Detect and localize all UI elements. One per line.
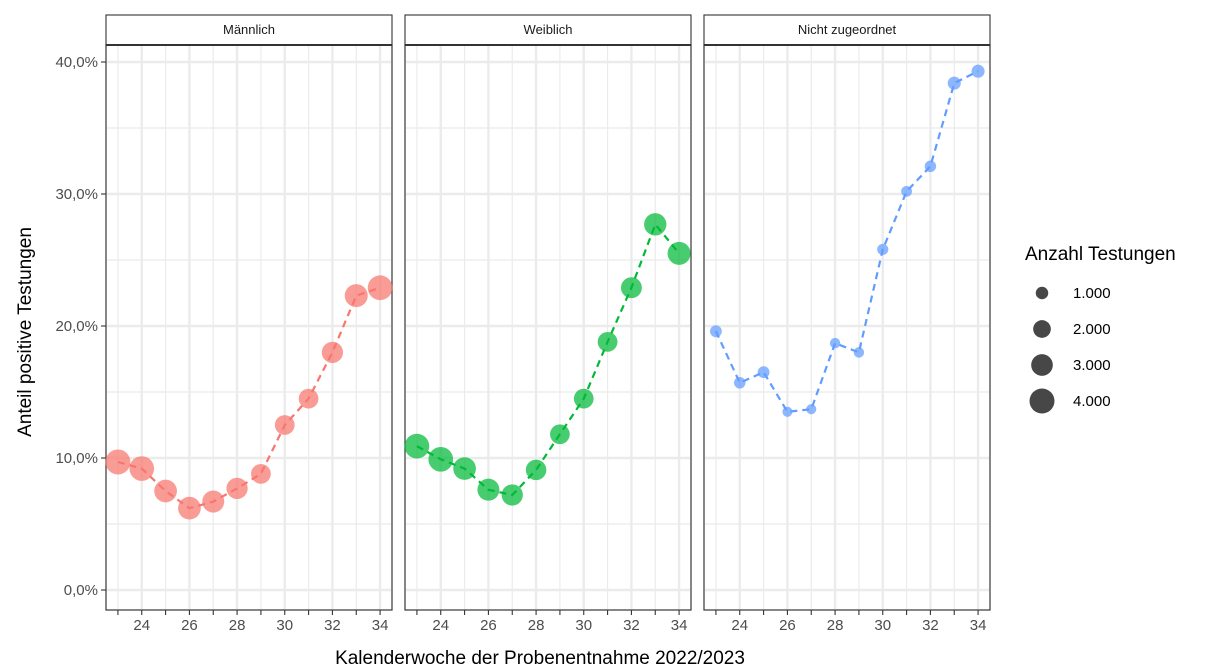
panel-nicht-zugeordnet: Nicht zugeordnet 24 26 28 30 32 34 — [703, 14, 991, 634]
x-tick-label: 24 — [432, 617, 449, 634]
data-point-nicht-zugeordnet — [853, 347, 865, 358]
data-point-weiblich — [525, 459, 547, 481]
data-point-weiblich — [667, 241, 691, 265]
data-point-maennlich — [154, 479, 177, 503]
data-point-maennlich — [251, 463, 271, 484]
x-tick-label: 30 — [874, 617, 891, 634]
data-point-maennlich — [274, 415, 295, 435]
data-point-maennlich — [344, 284, 368, 308]
x-tick-label: 34 — [671, 617, 688, 634]
y-axis-title: Anteil positive Testungen — [15, 227, 36, 437]
data-point-nicht-zugeordnet — [806, 404, 817, 415]
legend: Anzahl Testungen 1.000 2.000 3.000 4.000 — [1025, 244, 1176, 414]
data-point-nicht-zugeordnet — [924, 160, 937, 173]
data-point-weiblich — [453, 457, 476, 480]
x-tick-label: 28 — [827, 617, 844, 634]
x-tick-label: 28 — [528, 617, 545, 634]
data-point-nicht-zugeordnet — [733, 376, 746, 389]
data-point-maennlich — [202, 490, 225, 513]
data-point-maennlich — [105, 449, 131, 475]
data-point-maennlich — [367, 275, 393, 301]
strip-label-weiblich: Weiblich — [524, 22, 573, 37]
x-tick-label: 30 — [276, 617, 293, 634]
x-tick-label: 24 — [731, 617, 748, 634]
data-point-maennlich — [226, 477, 248, 500]
data-point-maennlich — [298, 388, 319, 409]
panel-background — [404, 44, 692, 611]
legend-label: 4.000 — [1073, 393, 1111, 410]
y-tick-label: 30,0% — [55, 186, 98, 203]
legend-key — [1035, 286, 1049, 300]
data-point-weiblich — [428, 446, 454, 472]
data-point-nicht-zugeordnet — [757, 366, 770, 379]
x-tick-label: 26 — [480, 617, 497, 634]
data-point-weiblich — [501, 484, 523, 506]
data-point-nicht-zugeordnet — [709, 325, 722, 338]
x-tick-label: 34 — [372, 617, 389, 634]
data-point-maennlich — [129, 456, 155, 481]
y-tick-label: 10,0% — [55, 450, 98, 467]
data-point-nicht-zugeordnet — [782, 406, 793, 417]
x-tick-label: 34 — [970, 617, 987, 634]
legend-title: Anzahl Testungen — [1025, 244, 1176, 265]
data-point-nicht-zugeordnet — [901, 185, 912, 197]
data-point-maennlich — [178, 496, 201, 520]
data-point-weiblich — [550, 424, 570, 445]
strip-label-nicht-zugeordnet: Nicht zugeordnet — [798, 22, 897, 37]
legend-label: 3.000 — [1073, 357, 1111, 374]
x-tick-label: 28 — [229, 617, 246, 634]
strip-maennlich — [105, 14, 393, 46]
x-tick-label: 26 — [181, 617, 198, 634]
panel-background — [105, 44, 393, 611]
panel-maennlich: Männlich 24 26 28 30 32 34 — [105, 14, 393, 634]
x-tick-label: 32 — [922, 617, 939, 634]
data-point-weiblich — [404, 433, 430, 459]
data-point-nicht-zugeordnet — [971, 64, 985, 78]
strip-label-maennlich: Männlich — [223, 22, 275, 37]
x-tick-label: 32 — [324, 617, 341, 634]
data-point-weiblich — [597, 331, 618, 352]
legend-key — [1029, 388, 1055, 414]
legend-key — [1031, 354, 1053, 376]
data-point-weiblich — [644, 213, 667, 236]
y-tick-label: 20,0% — [55, 318, 98, 335]
x-tick-label: 24 — [133, 617, 150, 634]
x-tick-label: 30 — [575, 617, 592, 634]
legend-key — [1033, 320, 1051, 338]
data-point-nicht-zugeordnet — [877, 243, 889, 256]
panels-layer: Männlich 24 26 28 30 32 34 Weiblich 24 26 28 30 32 34… — [105, 14, 991, 634]
x-tick-label: 32 — [623, 617, 640, 634]
x-axis-title: Kalenderwoche der Probenentnahme 2022/20… — [335, 648, 745, 669]
y-tick-label: 40,0% — [55, 54, 98, 71]
data-point-nicht-zugeordnet — [829, 337, 841, 349]
data-point-maennlich — [321, 341, 344, 364]
data-point-weiblich — [477, 478, 500, 501]
data-point-weiblich — [573, 388, 594, 409]
data-point-nicht-zugeordnet — [947, 76, 961, 90]
legend-label: 1.000 — [1073, 285, 1111, 302]
x-tick-label: 26 — [779, 617, 796, 634]
y-axis: 0,0% 10,0% 20,0% 30,0% 40,0% — [55, 54, 106, 599]
panel-weiblich: Weiblich 24 26 28 30 32 34 — [404, 14, 692, 634]
data-point-weiblich — [620, 277, 642, 299]
panel-background — [703, 44, 991, 611]
y-tick-label: 0,0% — [64, 582, 98, 599]
legend-label: 2.000 — [1073, 321, 1111, 338]
strip-nicht-zugeordnet — [703, 14, 991, 46]
